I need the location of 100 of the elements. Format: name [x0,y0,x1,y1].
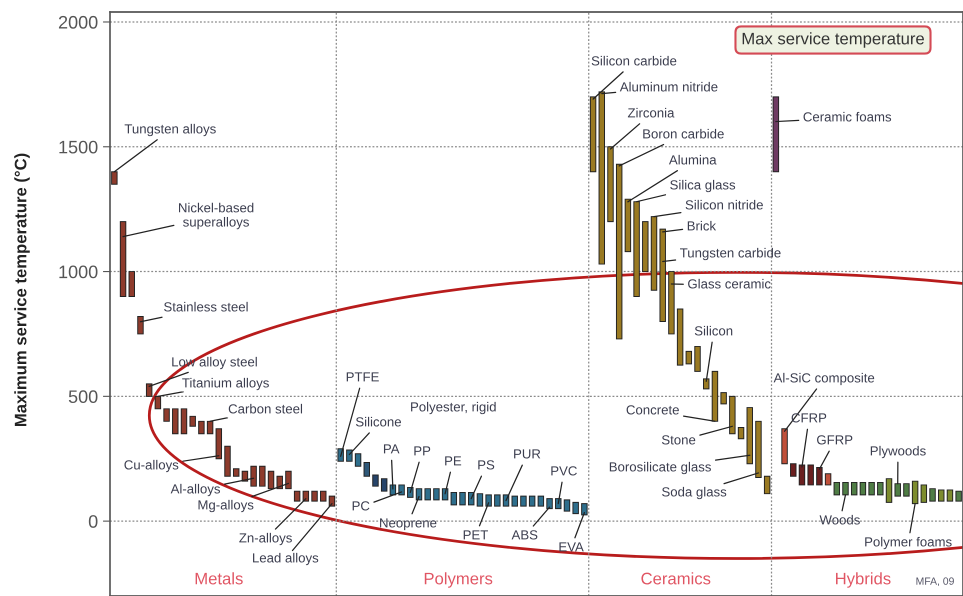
bar [850,482,858,496]
annotation: Silicon [694,326,732,336]
annotation: PET [464,530,488,540]
bar [424,488,431,500]
annotation: PUR [514,449,540,459]
annotation: MFA, 09 [916,577,954,586]
bar [172,408,179,434]
annotation: Zn-alloys [239,532,292,546]
bar [224,446,231,477]
annotation: Stone [662,435,696,445]
annotation: Polyester, rigid [411,402,496,414]
bar [720,392,727,404]
bar [372,474,379,487]
annotation: Stainless steel [164,302,248,312]
annotation: Lead alloys [253,552,318,566]
annotation: Alumina [668,154,717,165]
bar [476,493,484,507]
annotation: PA [384,444,400,454]
bar [450,492,458,506]
y-tick-label: 1500 [59,140,98,154]
annotation: Polymers [424,572,492,588]
bar [860,482,866,496]
bar [642,221,649,272]
annotation: Al-alloys [170,484,220,496]
annotation: Tungsten carbide [680,248,781,260]
bar [790,463,796,477]
bar [738,427,744,440]
bar [686,350,692,364]
bar [886,478,892,503]
y-tick-label: 0 [88,515,98,528]
bar [512,496,518,507]
annotation: Titanium alloys [182,378,269,390]
annotation: Hybrids [836,572,891,588]
bar [877,482,884,496]
annotation: Soda glass [662,486,726,500]
annotation: PC [352,501,370,511]
bar [180,408,188,434]
bar [198,420,205,434]
annotation: GFRP [817,435,852,445]
bar [676,308,684,366]
annotation: Concrete [626,405,679,415]
bar [528,496,536,507]
bar [189,416,196,427]
annotation: Aluminum nitride [620,82,718,92]
bar [572,502,579,514]
annotation: Borosilicate glass [610,462,711,474]
annotation: Metals [196,572,243,584]
bar [955,490,962,502]
annotation: PE [445,456,462,466]
annotation: Woods [820,514,860,525]
annotation: Glass ceramic [688,278,771,289]
bar [834,482,840,496]
annotation: EVA [559,542,584,552]
annotation: PS [478,460,494,470]
bar [354,453,362,467]
annotation: Neoprene [380,518,436,530]
bar [824,473,832,486]
annotation: Ceramic foams [804,112,892,122]
bar [259,466,266,487]
bar [459,492,466,506]
annotation: Tungsten alloys [124,124,216,136]
annotation: Cu-alloys [124,460,178,472]
text: Max service temperature [742,32,924,48]
bar [694,346,701,372]
bar [433,488,440,500]
bar [920,484,928,503]
y-tick-label: 2000 [58,16,98,29]
annotation: ABS [512,530,538,540]
bar [520,496,527,507]
bar [380,478,388,492]
annotation: Carbon steel [228,404,302,414]
annotation: Nickel-based superalloys [179,202,254,230]
annotation: Silicone [356,416,401,427]
bar [946,489,954,502]
bar [320,490,326,502]
annotation: Polymer foams [865,536,952,550]
bar [163,408,170,422]
y-axis-title: Maximum service temperature (°C) [14,154,30,426]
bar [929,488,936,502]
annotation: Ceramics [641,572,710,584]
annotation: Al-SiC composite [774,372,874,386]
y-tick-label: 1000 [59,265,98,278]
annotation: Brick [688,220,716,231]
bar [538,496,544,507]
y-tick-label: 500 [68,390,98,404]
annotation: PVC [551,466,577,476]
bar [364,462,370,477]
bar [232,468,240,477]
bar [294,490,300,502]
bar [938,489,944,502]
bar [903,483,910,497]
annotation: Plywoods [870,446,926,458]
bar [128,271,135,297]
annotation: Boron carbide [643,128,724,139]
bar [494,494,501,507]
bar [807,464,814,486]
bar [311,490,318,502]
bar [868,482,875,496]
annotation: PP [414,446,430,456]
annotation: PTFE [346,372,379,382]
